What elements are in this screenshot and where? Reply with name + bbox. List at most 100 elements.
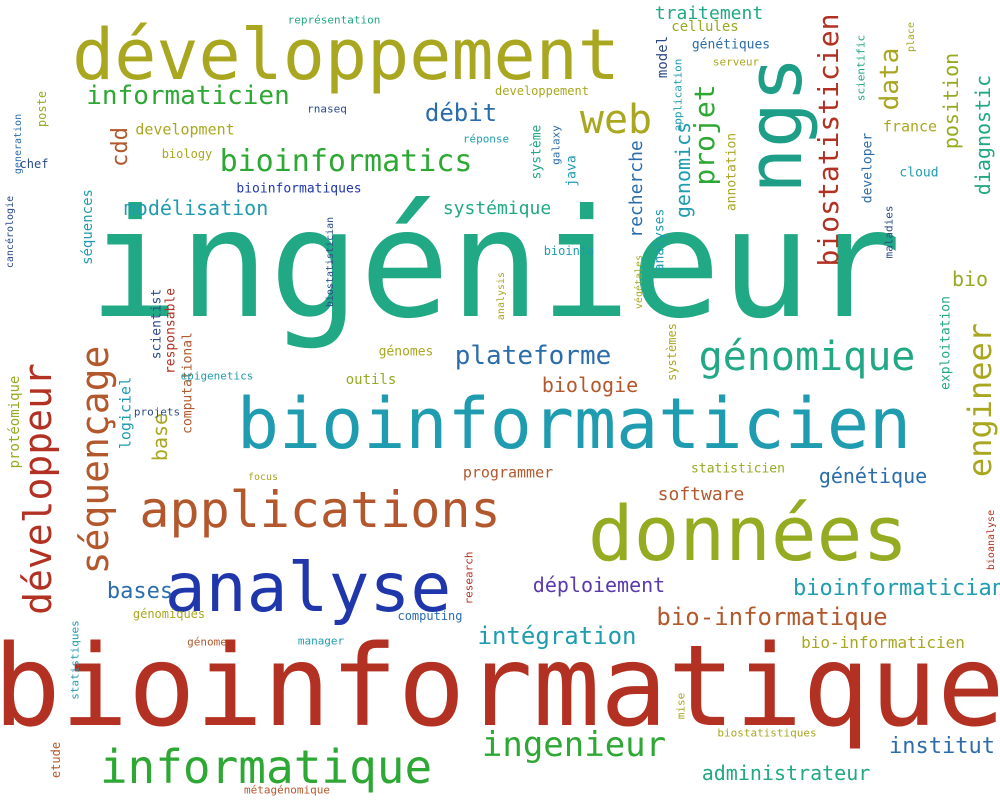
word-statistiques: statistiques bbox=[68, 620, 82, 700]
word-genomiques: génomiques bbox=[132, 607, 206, 621]
word-diagnostic: diagnostic bbox=[971, 74, 995, 196]
word-epigenetics: epigenetics bbox=[180, 369, 254, 383]
word-developpeur: développeur bbox=[16, 363, 60, 615]
word-sequences: séquences bbox=[80, 189, 96, 265]
word-genomics: genomics bbox=[671, 121, 695, 219]
word-engineer: engineer bbox=[961, 322, 999, 478]
word-generation: generation bbox=[13, 113, 24, 175]
word-chef: chef bbox=[19, 157, 49, 171]
word-bioinformatiques: bioinformatiques bbox=[236, 181, 362, 197]
word-biostatistician: biostatistician bbox=[325, 216, 336, 308]
word-outils: outils bbox=[345, 372, 397, 388]
word-focus: focus bbox=[247, 472, 279, 483]
word-rnaseq: rnaseq bbox=[307, 102, 347, 116]
word-bio: bio bbox=[951, 267, 989, 291]
word-genomes: génomes bbox=[378, 344, 434, 360]
word-applications: applications bbox=[139, 481, 501, 539]
word-administrateur: administrateur bbox=[701, 761, 871, 785]
word-informatique: informatique bbox=[99, 740, 433, 794]
word-informaticien: informaticien bbox=[86, 81, 290, 111]
word-systeme: système bbox=[529, 124, 545, 180]
word-bioinformaticien: bioinformaticien bbox=[236, 383, 912, 465]
word-ingenieur2: ingenieur bbox=[481, 725, 667, 765]
word-responsable: responsable bbox=[163, 287, 179, 375]
word-recherche: recherche bbox=[626, 140, 647, 238]
word-debit: débit bbox=[424, 99, 498, 127]
word-bases: bases bbox=[106, 579, 174, 604]
word-france: france bbox=[882, 117, 938, 136]
word-representation: représentation bbox=[287, 13, 381, 27]
word-projet: projet bbox=[688, 84, 721, 186]
word-traitement: traitement bbox=[654, 3, 764, 24]
word-metagenomique: métagénomique bbox=[243, 783, 331, 797]
word-base: base bbox=[148, 412, 172, 462]
word-cdd: cdd bbox=[108, 127, 133, 167]
word-vegetales: végétales bbox=[634, 254, 645, 310]
word-bio-informatique: bio-informatique bbox=[656, 603, 888, 631]
word-java: java bbox=[564, 155, 580, 187]
word-bio-informaticien: bio-informaticien bbox=[801, 633, 965, 652]
word-cellules: cellules bbox=[671, 19, 739, 35]
word-bioinformatique: bioinformatique bbox=[0, 622, 1000, 752]
word-sequencage: séquençage bbox=[73, 345, 117, 575]
word-biologie: biologie bbox=[541, 373, 639, 397]
word-development: development bbox=[135, 120, 235, 139]
word-bioinformatician: bioinformatician bbox=[793, 576, 1000, 601]
word-research: research bbox=[462, 551, 476, 605]
word-application: application bbox=[671, 58, 685, 132]
word-biostatistiques: biostatistiques bbox=[717, 726, 817, 740]
word-proteomique: protéomique bbox=[7, 375, 23, 469]
word-galaxy: galaxy bbox=[549, 125, 563, 165]
word-developpement2: developpement bbox=[495, 84, 589, 98]
word-web: web bbox=[579, 97, 653, 143]
word-model: model bbox=[655, 35, 671, 79]
word-position: position bbox=[939, 52, 963, 150]
word-projets: projets bbox=[133, 405, 181, 419]
word-donnees: données bbox=[587, 489, 909, 578]
word-mise: mise bbox=[674, 692, 688, 720]
word-analyse: analyse bbox=[164, 549, 452, 628]
word-bioinfo: bioinfo bbox=[543, 244, 595, 258]
word-deploiement: déploiement bbox=[532, 573, 666, 597]
word-genetiques: génétiques bbox=[691, 37, 771, 53]
word-programmer: programmer bbox=[462, 463, 554, 482]
word-scientific: scientific bbox=[854, 34, 868, 102]
word-genome: génome bbox=[187, 635, 227, 649]
word-modelisation: modélisation bbox=[123, 196, 269, 220]
word-statisticien: statisticien bbox=[691, 461, 785, 477]
word-systemique: systémique bbox=[442, 198, 552, 219]
word-place: place bbox=[906, 21, 917, 53]
word-integration: intégration bbox=[477, 622, 637, 650]
word-exploitation: exploitation bbox=[938, 296, 954, 390]
word-manager: manager bbox=[297, 634, 345, 648]
word-genetique: génétique bbox=[818, 464, 928, 488]
word-computational: computational bbox=[180, 332, 196, 434]
word-biostatisticien: biostatisticien bbox=[812, 13, 845, 267]
word-maladies: maladies bbox=[882, 205, 896, 259]
word-bioanalyse: bioanalyse bbox=[986, 509, 997, 571]
word-logiciel: logiciel bbox=[116, 376, 135, 450]
word-developer: developer bbox=[860, 132, 876, 204]
word-scientist: scientist bbox=[149, 288, 165, 360]
word-reponse: réponse bbox=[462, 132, 510, 146]
word-poste: poste bbox=[35, 90, 49, 128]
word-institut: institut bbox=[889, 734, 995, 759]
word-developpement: développement bbox=[72, 14, 620, 96]
word-bioinformatics: bioinformatics bbox=[219, 144, 473, 179]
word-analysis: analysis bbox=[496, 271, 507, 321]
word-ngs: ngs bbox=[730, 56, 819, 194]
word-ingenieur: ingénieur bbox=[88, 178, 902, 352]
word-plateforme: plateforme bbox=[454, 341, 612, 371]
word-data: data bbox=[875, 47, 905, 111]
word-biology: biology bbox=[161, 147, 213, 161]
word-analyses: analyses bbox=[652, 208, 668, 272]
word-etude: etude bbox=[49, 741, 63, 779]
word-systemes: systèmes bbox=[665, 323, 679, 381]
word-genomique: génomique bbox=[698, 334, 916, 380]
word-cloud: cloud bbox=[899, 165, 939, 181]
word-software: software bbox=[657, 484, 745, 505]
word-computing: computing bbox=[397, 609, 463, 623]
word-annotation: annotation bbox=[724, 132, 740, 212]
word-serveur: serveur bbox=[712, 55, 760, 69]
